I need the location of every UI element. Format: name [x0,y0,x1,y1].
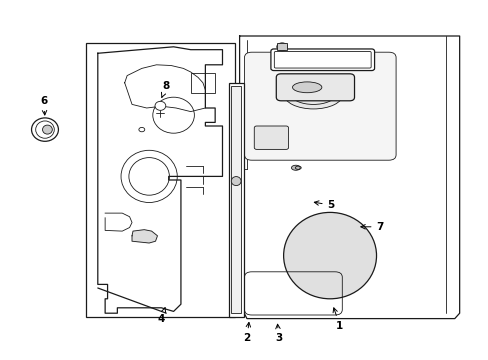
Polygon shape [132,230,157,243]
Ellipse shape [276,43,287,51]
Polygon shape [98,47,222,313]
Text: 6: 6 [41,96,47,115]
Bar [85,43,234,317]
Ellipse shape [42,125,52,134]
Text: 5: 5 [314,200,334,210]
Ellipse shape [155,102,165,110]
Ellipse shape [283,212,376,299]
Text: 3: 3 [275,324,282,343]
Text: 8: 8 [161,81,169,97]
Text: 2: 2 [243,323,250,343]
Ellipse shape [31,118,59,141]
Polygon shape [239,36,459,319]
FancyBboxPatch shape [276,74,354,101]
Ellipse shape [231,177,241,186]
FancyBboxPatch shape [270,49,374,71]
Ellipse shape [284,80,342,109]
Ellipse shape [292,82,321,93]
Text: 7: 7 [360,222,383,232]
Text: 4: 4 [157,308,165,324]
FancyBboxPatch shape [244,52,395,160]
Bar [231,86,241,313]
FancyBboxPatch shape [254,126,288,149]
Bar [190,73,215,93]
Bar [277,43,286,50]
Ellipse shape [291,165,300,170]
Text: 1: 1 [332,308,343,331]
Bar [228,83,243,317]
